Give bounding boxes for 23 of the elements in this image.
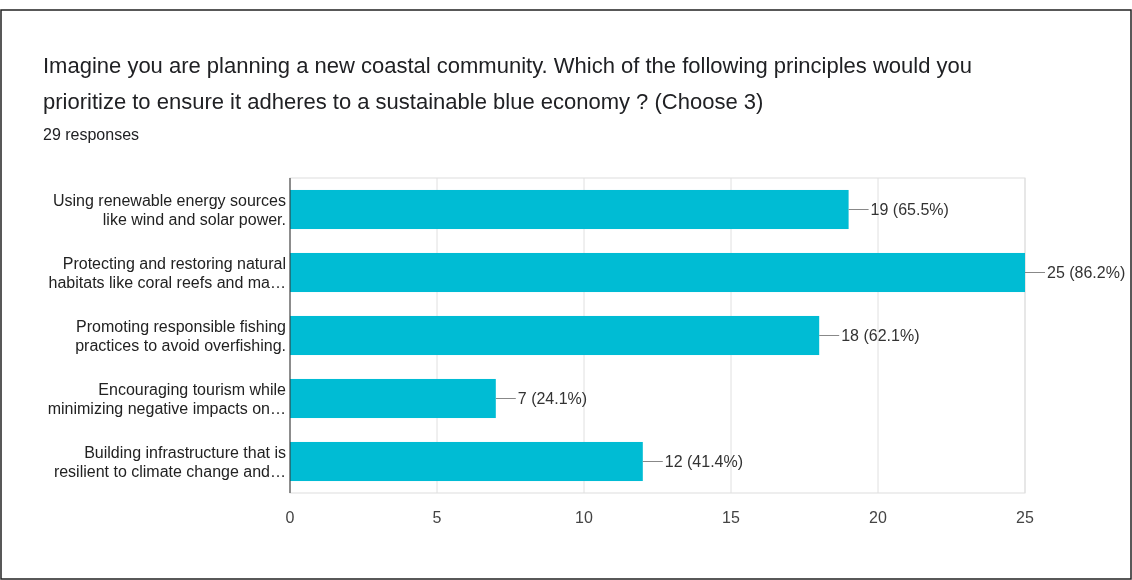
y-tick-label: Promoting responsible fishing practices to avoid overfishing.: [75, 317, 286, 354]
y-tick-label: Protecting and restoring natural habitats like coral reefs and ma…: [48, 254, 286, 291]
x-tick-label: 0: [285, 509, 295, 526]
y-tick-label: Encouraging tourism while minimizing negative impacts on…: [47, 380, 287, 417]
x-tick-label: 15: [722, 509, 740, 526]
x-tick-label: 25: [1016, 509, 1034, 526]
bar: [290, 252, 1025, 293]
data-label: 19 (65.5%): [870, 201, 949, 219]
y-tick-label: Using renewable energy sources like wind and solar power.: [52, 191, 286, 228]
bar: [290, 315, 820, 356]
bar: [290, 189, 849, 230]
chart-title: Imagine you are planning a new coastal community. Which of the following principles would you prioritize to ensure it adheres to a sustainable blue economy ? (Choose 3): [43, 53, 972, 114]
data-label: 18 (62.1%): [841, 327, 920, 345]
x-tick-label: 5: [432, 509, 442, 526]
x-tick-label: 20: [869, 509, 887, 526]
bar: [290, 441, 643, 482]
data-label: 7 (24.1%): [517, 390, 588, 408]
y-tick-label: Building infrastructure that is resilient to climate change and…: [53, 443, 286, 480]
text: 29 responses: [43, 126, 140, 143]
x-tick-label: 10: [575, 509, 593, 526]
data-label: 25 (86.2%): [1047, 264, 1126, 282]
bar: [290, 378, 496, 419]
data-label: 12 (41.4%): [664, 453, 744, 471]
